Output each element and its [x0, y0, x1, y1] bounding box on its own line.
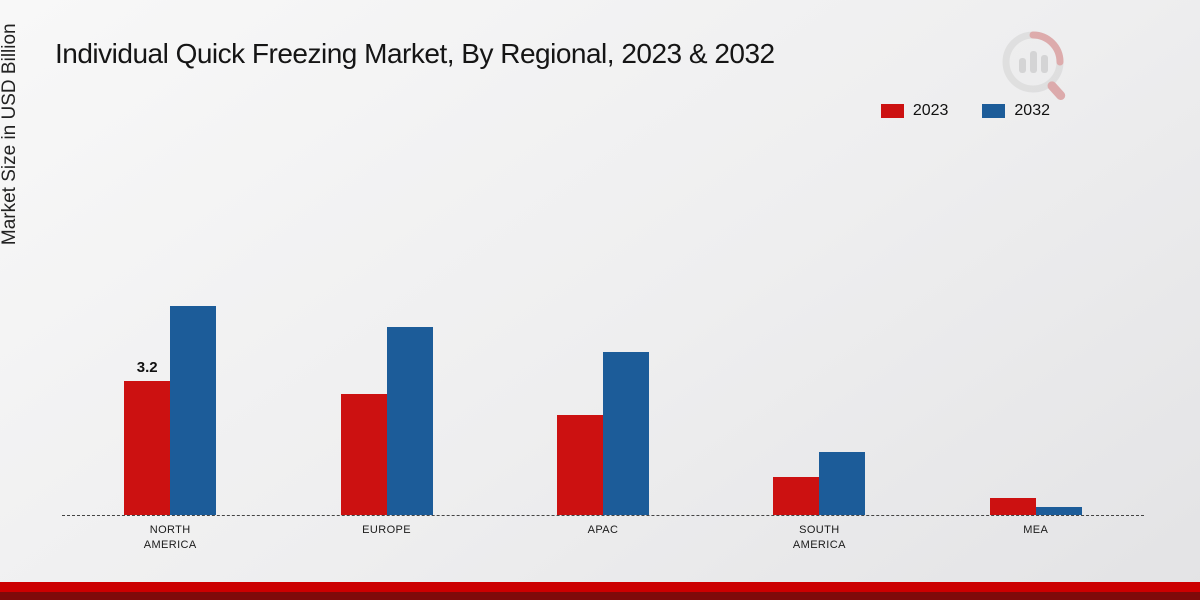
footer-stripe-top — [0, 582, 1200, 592]
bar-pair: 3.2 — [124, 285, 217, 515]
bar-group: SOUTH AMERICA — [711, 285, 927, 551]
legend-swatch-2032 — [982, 104, 1006, 118]
bar-2032-north-america — [170, 306, 217, 515]
bar-pair — [773, 285, 866, 515]
category-label: NORTH AMERICA — [143, 524, 197, 551]
bar-group: EUROPE — [278, 285, 494, 536]
bar-pair — [989, 285, 1082, 515]
category-label: MEA — [1023, 524, 1049, 536]
category-label: EUROPE — [362, 524, 411, 536]
bar-2032-south-america — [819, 452, 866, 515]
legend-label-2023: 2023 — [912, 102, 949, 119]
bar-group: MEA — [928, 285, 1144, 536]
bar-2023-south-america — [773, 477, 820, 515]
y-axis-label: Market Size in USD Billion — [0, 23, 20, 246]
legend-swatch-2023 — [880, 104, 904, 118]
legend-item-2023: 2023 — [880, 102, 949, 120]
bar-2023-europe — [340, 394, 387, 515]
legend: 2023 2032 — [880, 102, 1050, 120]
page-title: Individual Quick Freezing Market, By Reg… — [55, 38, 775, 69]
footer-stripes — [0, 582, 1200, 600]
bar-chart-magnifier-icon — [1002, 31, 1066, 100]
legend-item-2032: 2032 — [982, 102, 1050, 120]
category-label: SOUTH AMERICA — [792, 524, 846, 551]
footer-stripe-bottom — [0, 592, 1200, 600]
bar-pair — [556, 285, 649, 515]
bar-2023-north-america: 3.2 — [124, 359, 171, 515]
bar-pair — [340, 285, 433, 515]
bar-2032-mea — [1035, 507, 1082, 515]
legend-label-2032: 2032 — [1014, 102, 1050, 119]
bar-group: APAC — [495, 285, 711, 536]
plot-area: 3.2 NORTH AMERICA EUROPE APAC SOUTH AMERICA M… — [62, 285, 1144, 551]
brand-logo — [998, 28, 1072, 113]
bar-2023-mea — [989, 498, 1036, 515]
bar-group: 3.2 NORTH AMERICA — [62, 285, 278, 551]
category-label: APAC — [587, 524, 619, 536]
bar-2032-europe — [386, 327, 433, 515]
bar-value-label: 3.2 — [136, 359, 158, 376]
bar-2032-apac — [602, 352, 649, 515]
bar-2023-apac — [556, 415, 603, 515]
